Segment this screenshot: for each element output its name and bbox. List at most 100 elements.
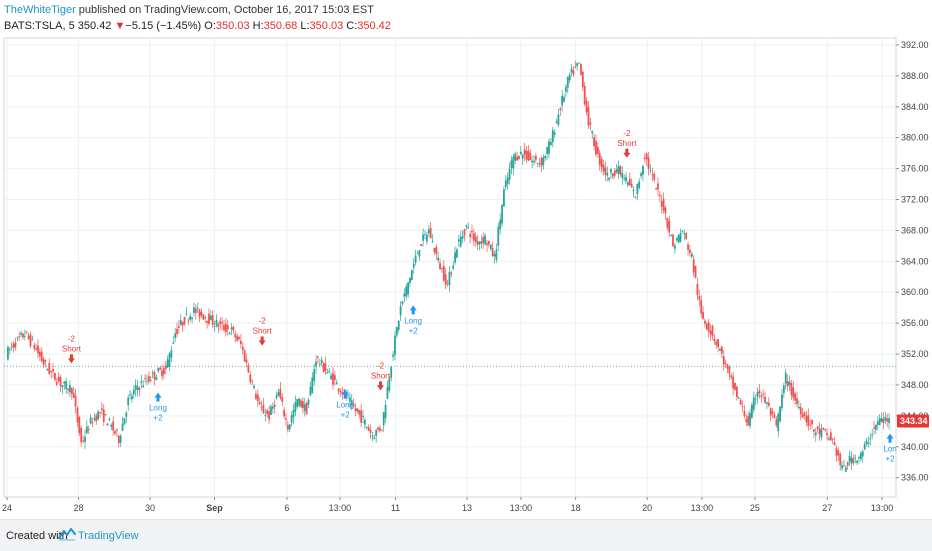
candle — [196, 302, 199, 313]
candle-body — [499, 219, 502, 230]
candle — [74, 388, 77, 414]
candle — [305, 401, 308, 415]
candle-body — [474, 236, 477, 242]
candle-body — [418, 250, 421, 257]
candle — [499, 213, 502, 235]
candle-body — [354, 408, 357, 412]
candle — [809, 419, 812, 430]
candle — [354, 402, 357, 417]
candle — [255, 390, 257, 401]
candle-body — [525, 150, 528, 160]
candle-body — [179, 320, 182, 325]
candle-body — [99, 412, 101, 414]
candle-body — [300, 400, 302, 408]
candle-body — [619, 166, 622, 175]
candle — [170, 345, 173, 362]
author-link[interactable]: TheWhiteTiger — [4, 4, 76, 16]
candle-body — [529, 152, 532, 161]
candle-body — [673, 245, 676, 249]
candle — [317, 355, 319, 365]
signal-label: Long — [336, 401, 354, 410]
candle — [335, 379, 338, 385]
y-tick-label: 372.00 — [901, 195, 929, 205]
candle-body — [811, 419, 813, 425]
candle — [25, 331, 28, 335]
candle — [183, 316, 186, 326]
candle-body — [839, 453, 842, 466]
candle-body — [288, 424, 291, 430]
y-tick-label: 376.00 — [901, 164, 929, 174]
candle — [636, 183, 639, 201]
candle-body — [790, 383, 793, 396]
long-signal: Long+2 — [404, 305, 422, 335]
candle — [144, 373, 146, 384]
candle — [375, 428, 378, 443]
candle-body — [719, 348, 721, 351]
candle — [202, 314, 205, 321]
candle-body — [399, 306, 402, 316]
candle-body — [702, 311, 704, 319]
candle-body — [424, 234, 426, 235]
candle — [407, 282, 410, 298]
candle-body — [649, 169, 652, 171]
candle — [875, 424, 877, 435]
candle-body — [84, 436, 86, 442]
candle — [689, 244, 691, 257]
candle — [93, 412, 96, 422]
candle-body — [442, 265, 445, 281]
candle-body — [666, 217, 669, 228]
candle — [576, 62, 579, 71]
candle — [572, 66, 575, 78]
last-price: 350.42 — [77, 20, 112, 32]
candle — [630, 178, 633, 188]
candle — [448, 266, 451, 293]
candle — [829, 428, 832, 442]
candle — [542, 154, 545, 170]
candle — [480, 235, 483, 249]
candle — [403, 288, 406, 303]
candle-body — [690, 253, 693, 257]
tradingview-logo-icon[interactable] — [58, 527, 76, 541]
candle — [754, 394, 757, 406]
y-tick-label: 364.00 — [901, 256, 929, 266]
candle — [581, 70, 584, 92]
y-tick-label: 380.00 — [901, 133, 929, 143]
candle — [16, 336, 19, 342]
candle-body — [16, 337, 19, 339]
candle — [681, 229, 684, 233]
candle-body — [880, 417, 883, 422]
candle — [888, 413, 890, 430]
candle — [533, 155, 535, 166]
candle-body — [305, 402, 308, 415]
candle-body — [37, 345, 39, 354]
candle — [779, 406, 781, 423]
price-chart[interactable]: -2ShortLong+2-2ShortLong+2-2ShortLong+2-… — [0, 0, 932, 519]
candle-body — [598, 152, 601, 165]
candle-body — [270, 406, 272, 415]
candle — [116, 428, 118, 438]
candle — [234, 330, 237, 343]
candle-body — [95, 415, 98, 422]
candle-body — [858, 456, 860, 459]
candle-body — [647, 157, 650, 169]
candle-body — [756, 392, 759, 398]
candle-body — [70, 388, 73, 394]
candle-body — [215, 319, 218, 326]
candle-body — [660, 201, 663, 207]
open-value: 350.03 — [215, 20, 250, 32]
candle — [37, 339, 39, 358]
candle-body — [187, 320, 190, 322]
candle-body — [153, 372, 156, 379]
candle — [268, 405, 270, 425]
candle-body — [72, 392, 75, 398]
candle-body — [390, 366, 393, 378]
open-label: O: — [204, 20, 216, 32]
candle — [311, 372, 314, 394]
x-tick-label: 25 — [750, 503, 760, 513]
tradingview-brand-link[interactable]: TradingView — [78, 530, 139, 542]
candle-body — [405, 286, 408, 297]
candle-body — [820, 429, 823, 438]
candle-body — [735, 386, 738, 398]
x-tick-label: 24 — [2, 503, 12, 513]
candle — [373, 434, 376, 440]
